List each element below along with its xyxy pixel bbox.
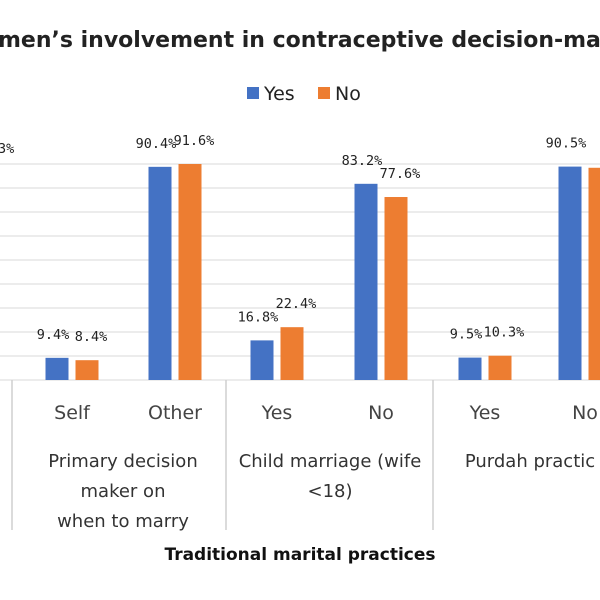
data-labels: 9.4% 90.4% 16.8% 83.2% 9.5% 90.5% 8.4% 91.6% 22.… [37,133,600,345]
gridlines [0,163,600,381]
bar-no-no [588,167,600,380]
bars [45,164,600,380]
bar-no-other [178,164,202,380]
category-label: Self [54,402,91,424]
chart-title: men’s involvement in contraceptive decis… [0,28,600,53]
group-label: Primary decision [48,451,197,472]
group-label: maker on [81,481,166,502]
bar-no-no [384,197,408,380]
group-dividers [11,380,434,530]
bar-no-yes [488,355,512,380]
bar-yes-other [148,166,172,380]
data-label: 8.4% [75,329,108,345]
category-label: No [572,402,598,424]
group-labels: Primary decision maker on when to marry Chi… [48,451,595,532]
bar-no-yes [280,327,304,380]
legend: Yes No [247,83,361,105]
group-label: when to marry [57,511,189,532]
category-label: Yes [261,402,293,424]
data-label: 91.6% [174,133,215,149]
category-labels: Self Other Yes No Yes No [54,402,598,424]
x-axis-title: Traditional marital practices [164,545,435,565]
data-label: 10.3% [484,325,525,341]
category-label: Other [148,402,202,424]
legend-swatch-yes [247,87,259,99]
legend-swatch-no [318,87,330,99]
data-label: 83.2% [342,153,383,169]
category-label: No [368,402,394,424]
group-label: Child marriage (wife [239,451,422,472]
data-label: 22.4% [276,296,317,312]
data-label: 90.4% [136,136,177,152]
data-label: 77.6% [380,166,421,182]
category-label: Yes [469,402,501,424]
bar-yes-yes [250,340,274,380]
bar-no-self [75,360,99,380]
data-label: 9.5% [450,327,483,343]
bar-yes-no [354,183,378,380]
edge-data-label: 3% [0,141,14,157]
bar-yes-yes [458,357,482,380]
group-label: <18) [307,481,352,502]
data-label: 90.5% [546,136,587,152]
legend-label-no: No [335,83,361,105]
data-label: 9.4% [37,327,70,343]
group-label: Purdah practic [465,451,595,472]
data-label: 16.8% [238,309,279,325]
legend-label-yes: Yes [263,83,295,105]
bar-yes-no [558,166,582,380]
bar-yes-self [45,357,69,380]
